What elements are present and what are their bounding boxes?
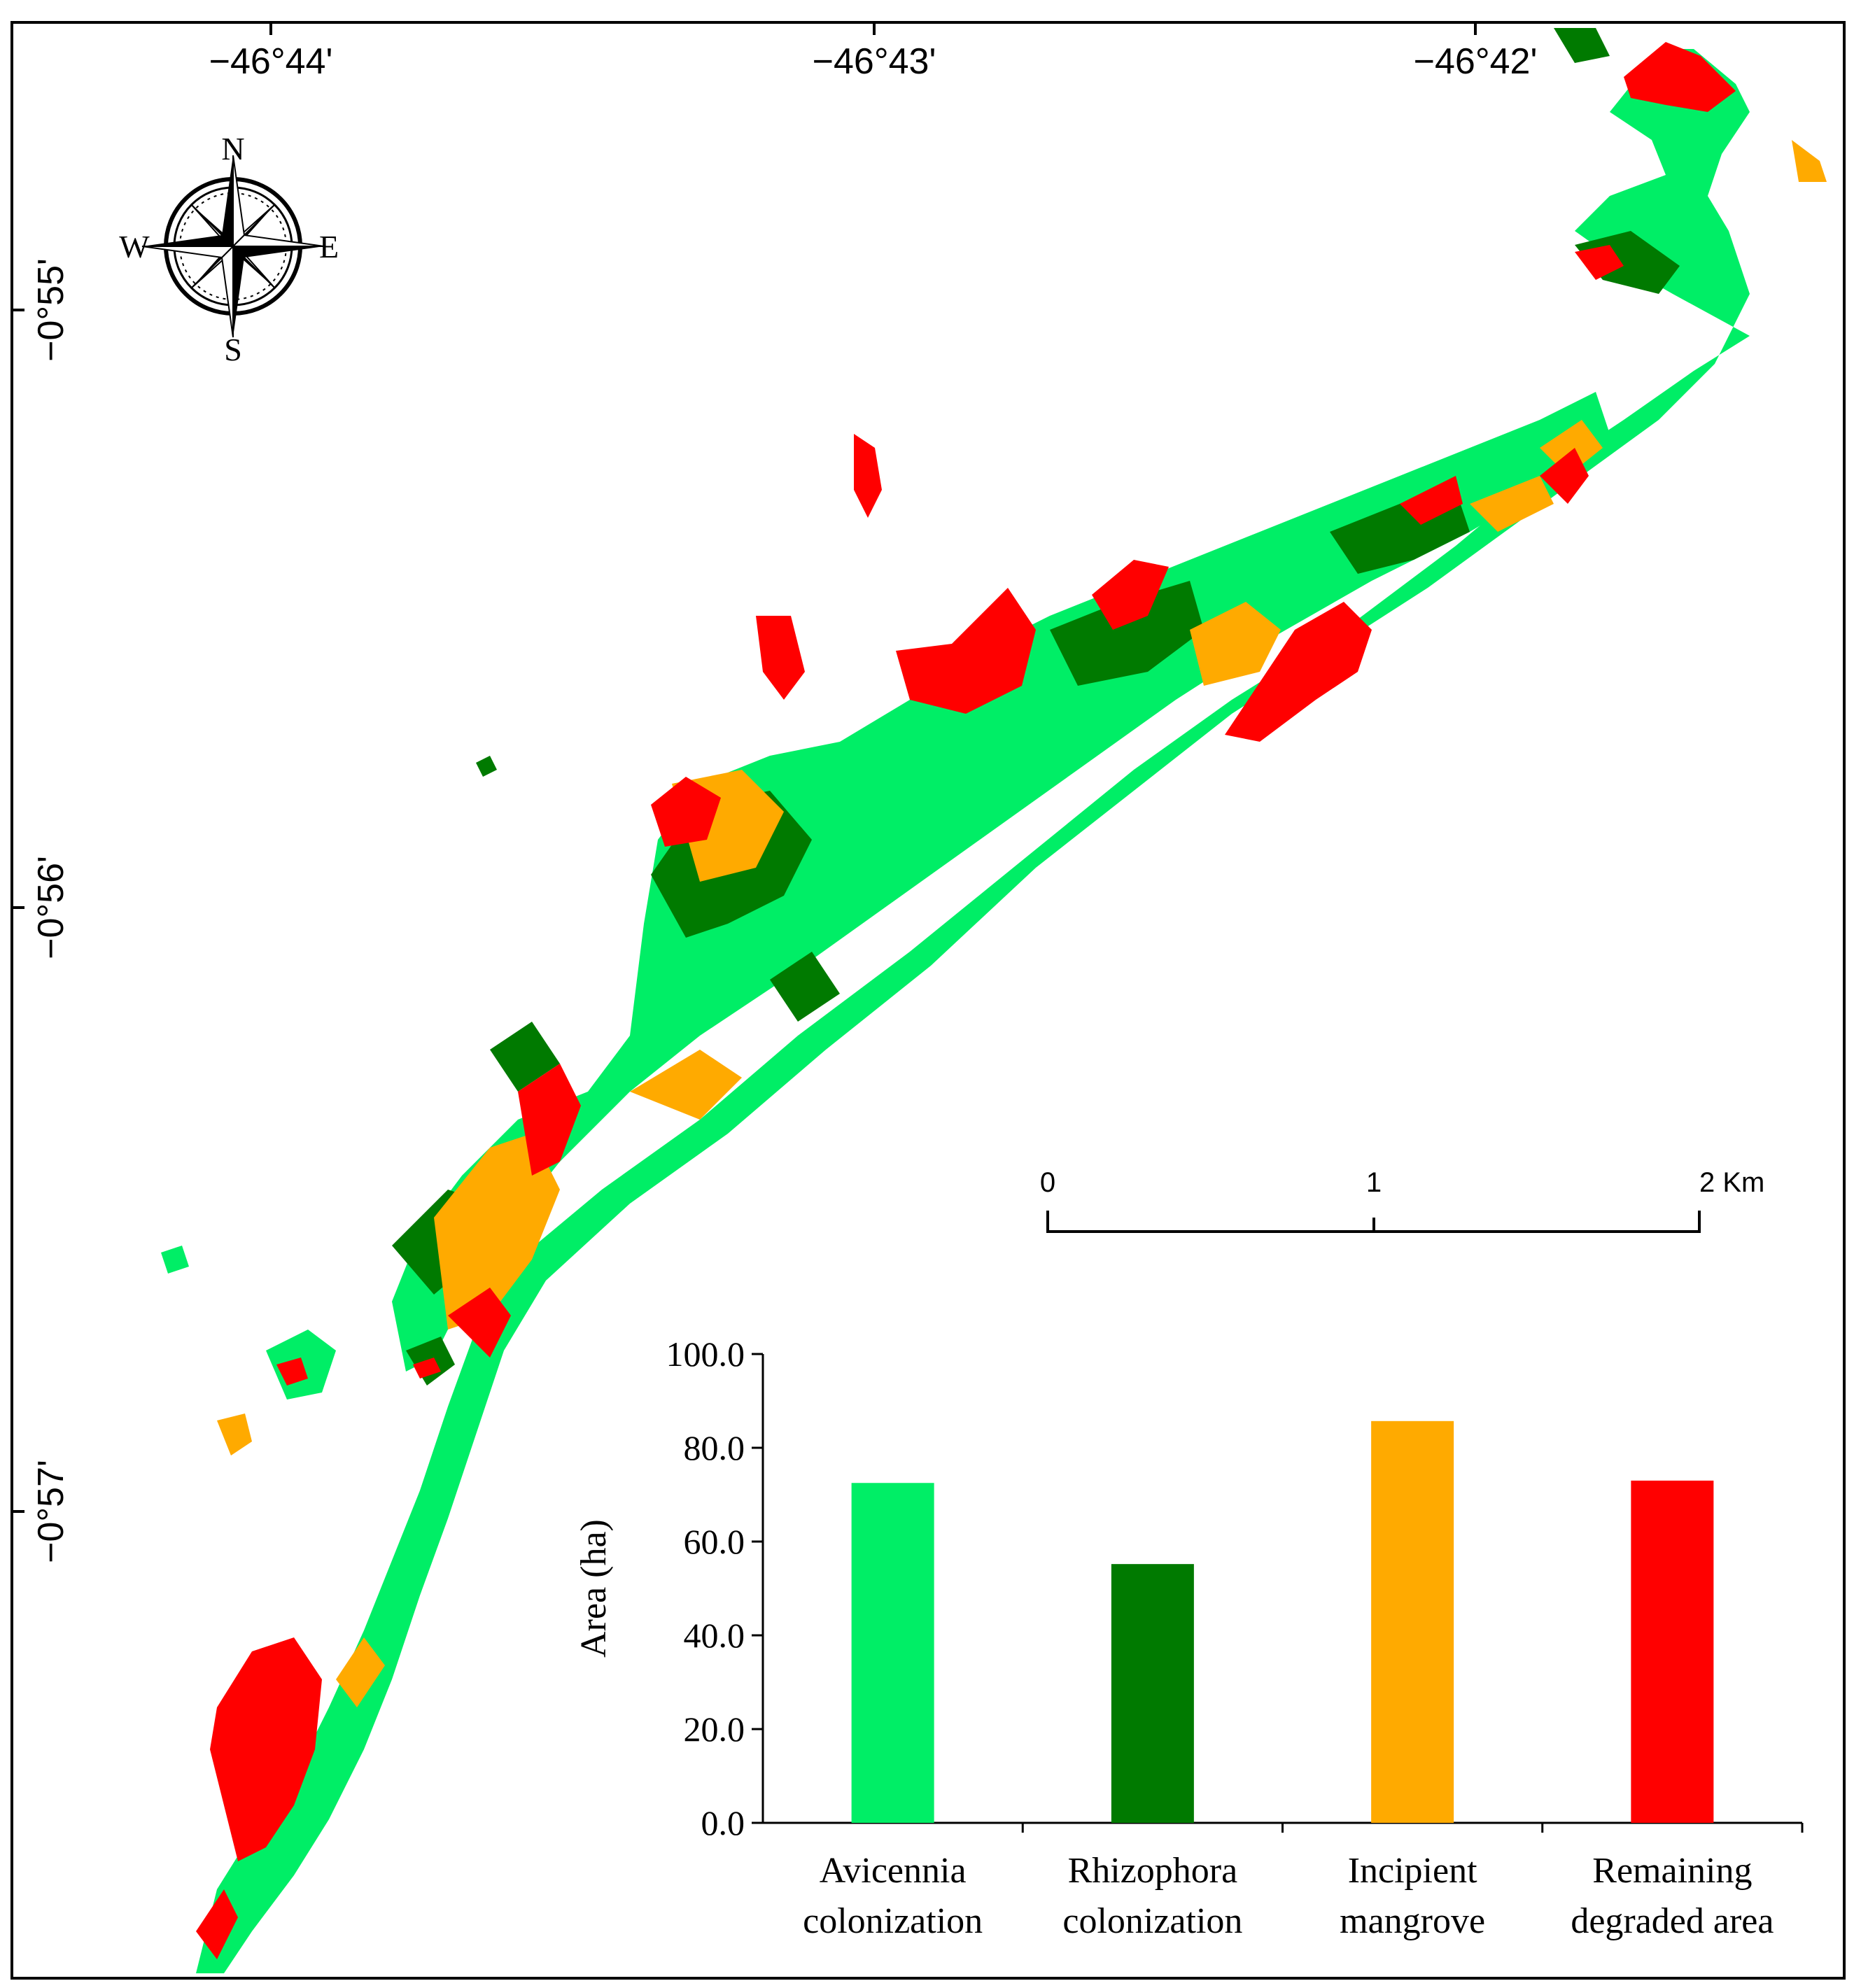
- lon-label-42: −46°42': [1414, 41, 1538, 82]
- lat-label-56: −0°56': [31, 856, 71, 959]
- mangrove-classification-map: [161, 28, 1827, 1973]
- chart-category-label: Remaining: [1592, 1851, 1752, 1891]
- chart-y-tick-label: 40.0: [684, 1616, 745, 1655]
- compass-east: E: [319, 229, 339, 265]
- chart-bar: [1631, 1480, 1714, 1823]
- area-bar-chart: 0.0 20.0 40.0 60.0 80.0 100.0 Avicennia coloni…: [574, 1334, 1804, 1941]
- lat-label-55: −0°55': [31, 258, 71, 362]
- chart-category-label: mangrove: [1340, 1901, 1485, 1941]
- lat-label-57: −0°57': [31, 1460, 71, 1563]
- chart-category-label: Rhizophora: [1068, 1851, 1238, 1891]
- chart-bar: [851, 1483, 934, 1823]
- chart-category-label: colonization: [1062, 1901, 1242, 1941]
- chart-y-tick-label: 60.0: [684, 1522, 745, 1561]
- compass-west: W: [119, 229, 150, 265]
- lat-ticks: [12, 309, 24, 1513]
- chart-y-label: Area (ha): [574, 1519, 614, 1658]
- compass-south: S: [224, 332, 242, 367]
- chart-y-tick-label: 0.0: [701, 1803, 745, 1842]
- chart-y-tick-label: 80.0: [684, 1428, 745, 1467]
- chart-y-tick-label: 20.0: [684, 1709, 745, 1749]
- chart-category-label: degraded area: [1571, 1901, 1774, 1941]
- chart-y-tick-label: 100.0: [666, 1334, 745, 1374]
- compass-north: N: [221, 131, 244, 167]
- chart-bar: [1371, 1420, 1454, 1823]
- chart-category-label: Incipient: [1348, 1851, 1477, 1891]
- scale-bar: [1046, 1211, 1701, 1233]
- compass-rose: [141, 155, 325, 338]
- chart-bar: [1111, 1564, 1194, 1823]
- lon-ticks: [269, 22, 1477, 35]
- chart-category-label: colonization: [803, 1901, 983, 1941]
- lon-label-44: −46°44': [209, 41, 333, 82]
- chart-category-label: Avicennia: [820, 1851, 967, 1891]
- scale-label-1: 1: [1366, 1167, 1382, 1198]
- scale-label-0: 0: [1040, 1167, 1055, 1198]
- lon-label-43: −46°43': [813, 41, 936, 82]
- scale-label-2: 2 Km: [1699, 1167, 1764, 1198]
